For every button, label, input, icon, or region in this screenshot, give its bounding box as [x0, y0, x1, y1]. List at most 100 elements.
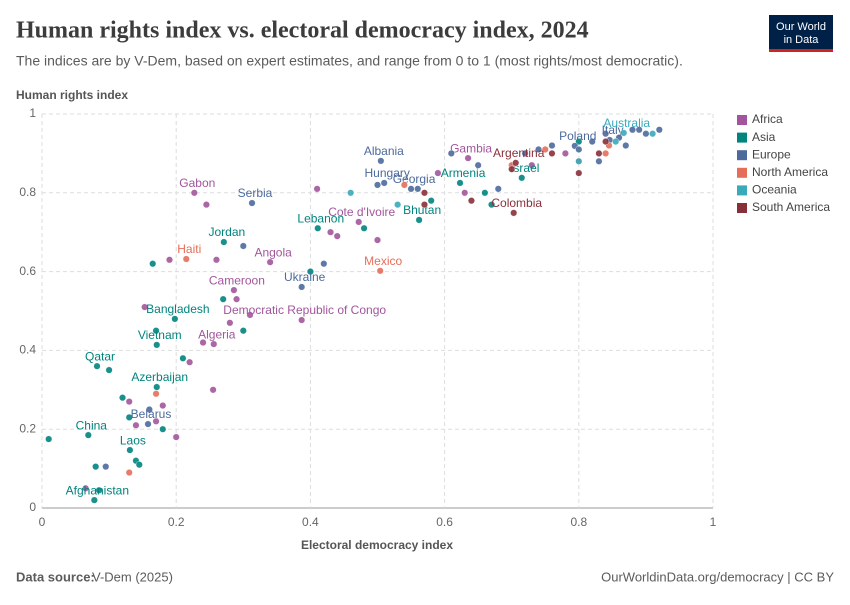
point — [380, 179, 388, 187]
point — [266, 258, 274, 266]
legend-swatch — [737, 167, 747, 178]
point — [420, 189, 428, 197]
point — [434, 169, 442, 177]
point — [82, 484, 90, 492]
source: V-Dem (2025) — [92, 569, 173, 584]
point — [152, 327, 160, 335]
point — [219, 295, 227, 303]
legend-label: North America — [752, 165, 828, 179]
point — [93, 362, 101, 370]
point — [548, 149, 556, 157]
point-label: Afghanistan — [66, 483, 129, 497]
point — [248, 199, 256, 207]
legend-swatch — [737, 150, 747, 161]
point — [153, 383, 161, 391]
point-label: Haiti — [177, 242, 201, 256]
y-tick-label: 0.6 — [19, 264, 36, 278]
point — [92, 463, 100, 471]
point — [510, 209, 518, 217]
point — [494, 185, 502, 193]
point — [467, 197, 475, 205]
legend-label: Africa — [752, 112, 783, 126]
point-label: Cote d'Ivoire — [328, 205, 395, 219]
logo — [769, 15, 833, 52]
point-label: Hungary — [365, 166, 410, 180]
point — [575, 169, 583, 177]
point — [602, 138, 610, 146]
point — [230, 286, 238, 294]
point-label: Democratic Republic of Congo — [223, 303, 386, 317]
chart-title: Human rights index vs. electoral democra… — [16, 18, 589, 44]
y-tick-label: 0.8 — [19, 185, 36, 199]
point-label: Italy — [602, 123, 624, 137]
point — [512, 159, 520, 167]
point — [153, 341, 161, 349]
point — [172, 433, 180, 441]
point — [159, 425, 167, 433]
point — [145, 406, 153, 414]
point — [622, 142, 630, 150]
point — [179, 354, 187, 362]
point-label: Albania — [364, 144, 404, 158]
legend-swatch — [737, 203, 747, 213]
point — [575, 145, 583, 153]
x-tick-label: 0.6 — [436, 515, 453, 529]
point-label: Laos — [120, 433, 146, 447]
point — [481, 189, 489, 197]
legend-label: South America — [752, 200, 830, 214]
point-label: Angola — [254, 245, 292, 259]
point — [226, 319, 234, 327]
point — [171, 315, 179, 323]
point — [202, 201, 210, 209]
point — [642, 130, 650, 138]
x-tick-label: 0.2 — [168, 515, 185, 529]
legend-swatch — [737, 115, 747, 125]
legend-label: Asia — [752, 130, 776, 144]
point — [135, 461, 143, 469]
point — [126, 446, 134, 454]
point — [102, 463, 110, 471]
point — [541, 145, 549, 153]
x-tick-label: 0 — [39, 515, 46, 529]
point — [159, 402, 167, 410]
point-label: Vietnam — [138, 328, 182, 342]
point — [209, 386, 217, 394]
source-label: Data source: — [16, 569, 95, 584]
point-label: Colombia — [491, 196, 542, 210]
point — [427, 197, 435, 205]
point — [298, 283, 306, 291]
point — [199, 339, 207, 347]
point-label: Serbia — [238, 186, 273, 200]
point — [182, 255, 190, 263]
point — [152, 390, 160, 398]
point — [210, 340, 218, 348]
point — [400, 181, 408, 189]
point — [595, 149, 603, 157]
point-label: Gabon — [179, 176, 215, 190]
point — [165, 256, 173, 264]
point — [246, 311, 254, 319]
point-label: Lebanon — [297, 211, 344, 225]
point-label: Georgia — [393, 172, 436, 186]
point-label: Qatar — [85, 349, 115, 363]
point — [528, 161, 536, 169]
point — [347, 189, 355, 197]
point — [144, 420, 152, 428]
point — [141, 303, 149, 311]
point — [105, 366, 113, 374]
point — [149, 260, 157, 268]
point — [588, 138, 596, 146]
point — [333, 232, 341, 240]
point — [125, 413, 133, 421]
legend-label: Oceania — [752, 183, 797, 197]
point — [360, 224, 368, 232]
point-label: Armenia — [441, 166, 486, 180]
point — [518, 174, 526, 182]
point — [595, 157, 603, 165]
x-tick-label: 0.8 — [570, 515, 587, 529]
url: OurWorldinData.org/democracy | CC BY — [601, 569, 834, 584]
logo-text: in Data — [784, 34, 820, 46]
point — [620, 129, 628, 137]
point — [374, 236, 382, 244]
